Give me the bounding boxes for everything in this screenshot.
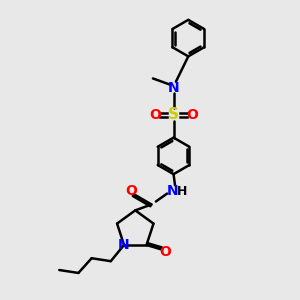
Text: N: N <box>168 81 179 95</box>
Text: H: H <box>177 185 187 198</box>
Text: O: O <box>125 184 137 198</box>
Text: S: S <box>168 107 179 122</box>
Text: O: O <box>186 108 198 122</box>
Text: O: O <box>159 245 171 259</box>
Text: O: O <box>149 108 161 122</box>
Text: N: N <box>166 184 178 198</box>
Text: N: N <box>118 238 130 252</box>
